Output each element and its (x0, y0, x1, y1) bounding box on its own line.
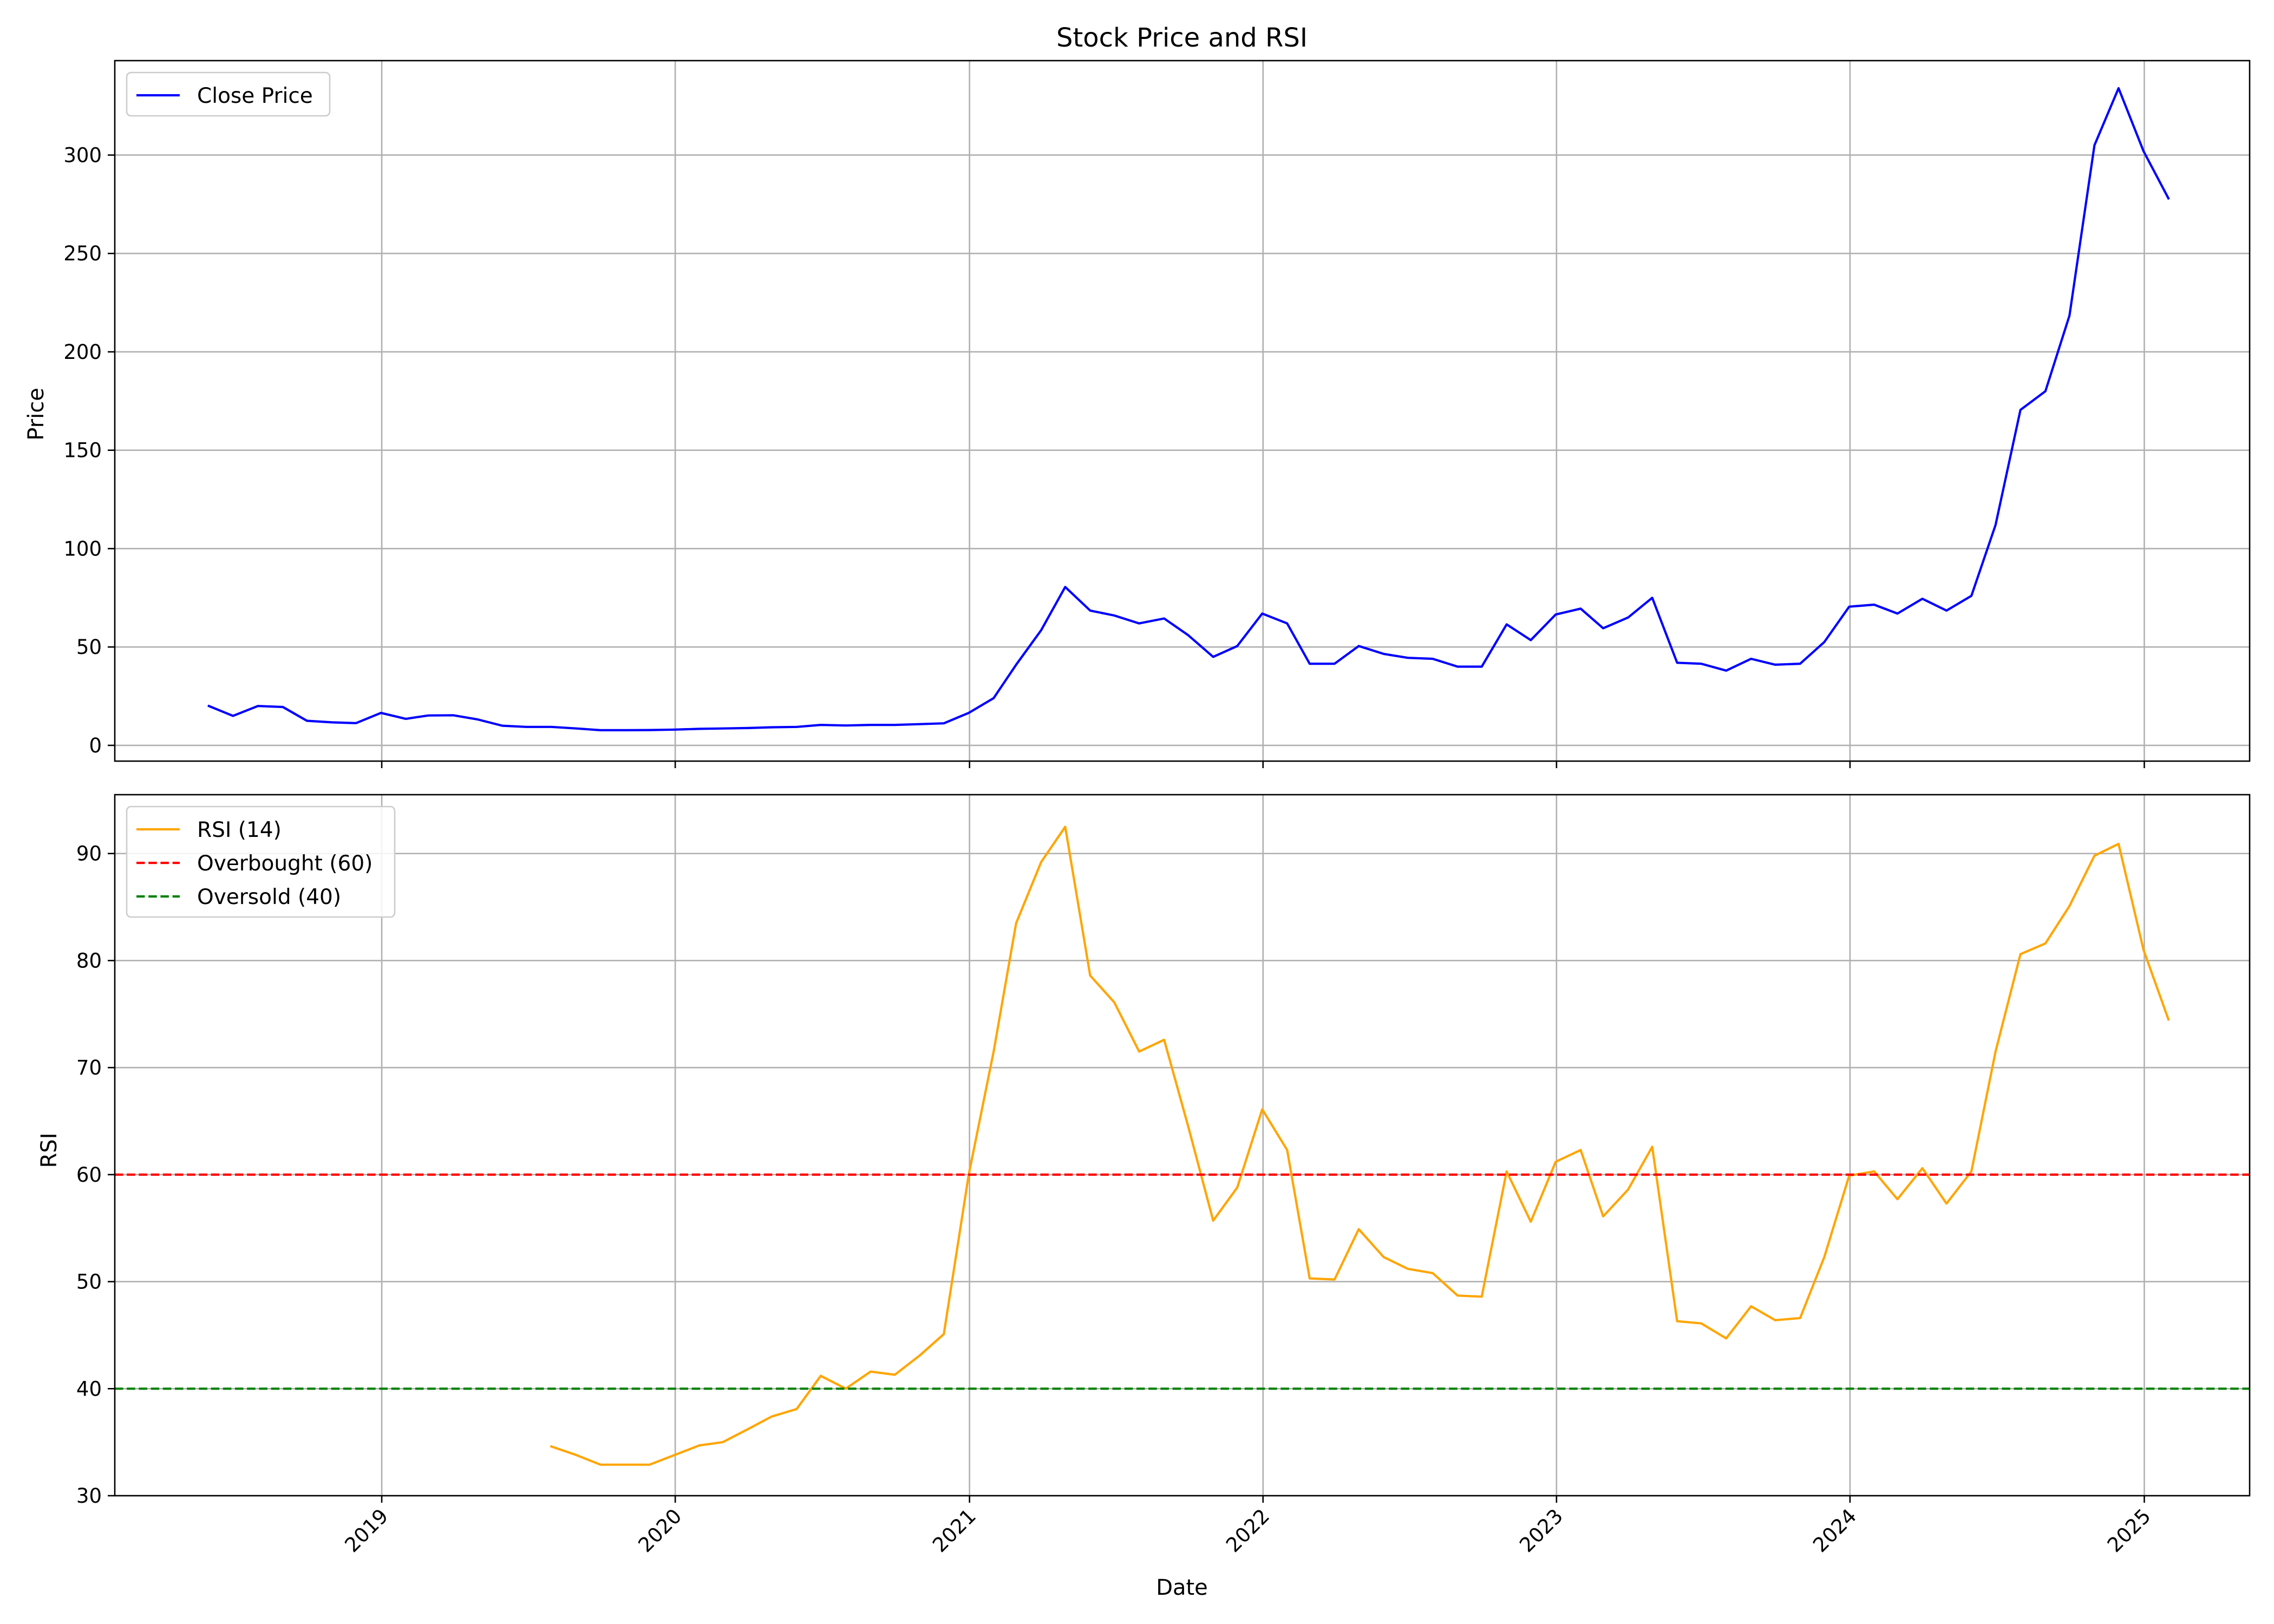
price-ytick-label: 0 (89, 734, 102, 757)
x-tick-label-2020: 2020 (633, 1504, 686, 1557)
x-tick-label-2021: 2021 (928, 1504, 981, 1557)
price-ytick-label: 150 (63, 439, 102, 462)
rsi-panel: 30 40 50 60 70 80 90 2019 2020 2021 2022 2023 2024 20… (76, 794, 2251, 1557)
price-ytick-label: 250 (63, 242, 102, 265)
price-axes-frame (114, 60, 2251, 762)
price-ytick-label: 200 (63, 340, 102, 364)
rsi-ytick-label: 80 (76, 949, 102, 972)
rsi-legend-label: Oversold (40) (197, 885, 341, 909)
rsi-axis-label: RSI (37, 1133, 62, 1168)
price-axis-label: Price (24, 388, 49, 441)
x-tick-label-2025: 2025 (2103, 1504, 2155, 1557)
price-ytick-label: 100 (63, 537, 102, 560)
price-panel: 0 50 100 150 200 250 300 Close Price (63, 60, 2251, 768)
x-tick-label-2022: 2022 (1221, 1504, 1274, 1557)
rsi-legend-label: Overbought (60) (197, 852, 373, 876)
x-tick-label-2023: 2023 (1515, 1504, 1567, 1557)
rsi-ytick-label: 50 (76, 1271, 102, 1294)
rsi-ytick-label: 70 (76, 1056, 102, 1079)
rsi-ytick-label: 40 (76, 1377, 102, 1400)
price-ytick-label: 300 (63, 143, 102, 167)
rsi-ytick-label: 90 (76, 842, 102, 866)
price-legend: Close Price (126, 71, 331, 117)
price-legend-label: Close Price (197, 84, 313, 108)
rsi-legend-label: RSI (14) (197, 818, 282, 842)
rsi-ytick-label: 30 (76, 1484, 102, 1508)
x-tick-label-2019: 2019 (340, 1504, 393, 1557)
date-axis-label: Date (1156, 1575, 1208, 1600)
rsi-series-0 (550, 826, 2170, 1466)
rsi-axes-frame (114, 794, 2251, 1497)
chart-title: Stock Price and RSI (1056, 23, 1308, 53)
rsi-legend: RSI (14) Overbought (60) Oversold (40) (126, 806, 396, 918)
price-ytick-label: 50 (76, 636, 102, 659)
rsi-ytick-label: 60 (76, 1163, 102, 1187)
price-series-0 (207, 87, 2170, 731)
x-tick-label-2024: 2024 (1808, 1504, 1861, 1557)
